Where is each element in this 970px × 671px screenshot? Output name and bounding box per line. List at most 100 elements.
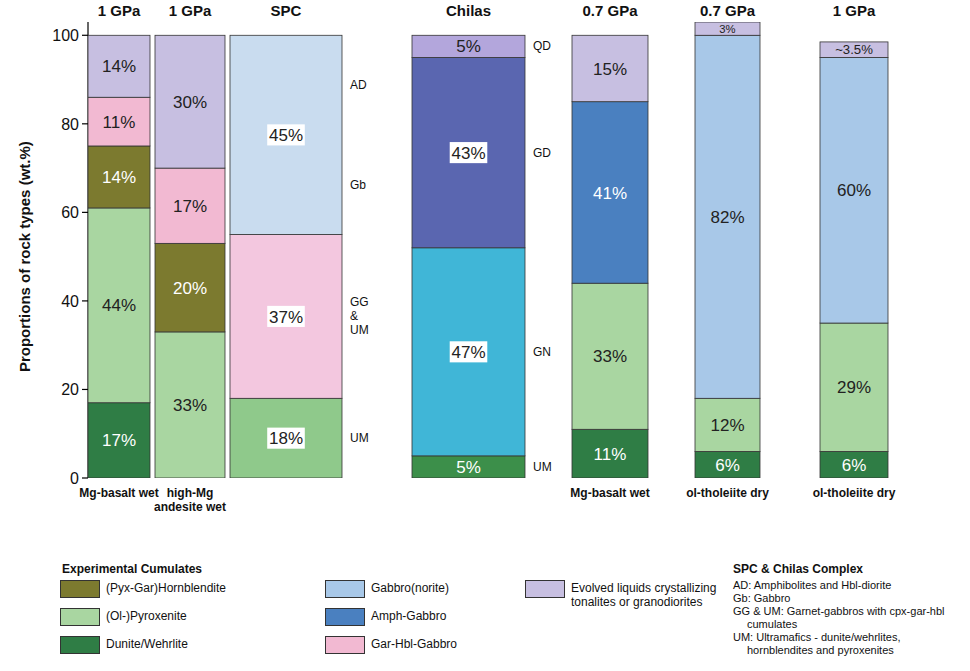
labels: 1 GPa17%44%14%11%14%1 GPa33%20%17%30%SPC… bbox=[98, 2, 876, 477]
bar-segment bbox=[412, 57, 525, 247]
label-patch bbox=[450, 142, 488, 163]
unit-code-line: UM bbox=[350, 323, 369, 337]
data-label: 6% bbox=[842, 456, 867, 475]
legend-label: Amph-Gabbro bbox=[371, 609, 551, 623]
column-title: 0.7 GPa bbox=[582, 2, 638, 19]
legend-title: Experimental Cumulates bbox=[62, 562, 202, 576]
data-label: 11% bbox=[594, 445, 627, 464]
legend-label: (Ol-)Pyroxenite bbox=[106, 609, 286, 623]
unit-code: GG&UM bbox=[350, 295, 369, 337]
y-tick bbox=[82, 300, 88, 301]
bar-segment bbox=[695, 451, 760, 478]
y-tick-label: 60 bbox=[61, 204, 79, 221]
bar-segment bbox=[412, 35, 525, 57]
y-tick bbox=[82, 389, 88, 390]
bar-segment bbox=[155, 243, 225, 332]
unit-code-line: GG bbox=[350, 295, 369, 309]
bar-segment bbox=[155, 168, 225, 243]
data-label: 82% bbox=[710, 208, 744, 227]
legend-label: Evolved liquids crystallizing tonalites … bbox=[571, 581, 721, 609]
data-label: 11% bbox=[103, 113, 136, 132]
data-label: 17% bbox=[173, 197, 207, 216]
data-label: 37% bbox=[269, 308, 303, 327]
bar-segment bbox=[572, 102, 648, 284]
unit-code: UM bbox=[533, 460, 552, 474]
y-tick-label: 20 bbox=[61, 381, 79, 398]
bar-segment bbox=[88, 208, 150, 403]
bar-segment bbox=[572, 429, 648, 478]
column-title: 0.7 GPa bbox=[700, 2, 756, 19]
data-label: 6% bbox=[715, 456, 740, 475]
unit-code: Gb bbox=[350, 178, 366, 192]
column-label: high-Mg andesite wet bbox=[145, 486, 235, 514]
column-label: ol-tholeiite dry bbox=[683, 486, 773, 500]
column-title: Chilas bbox=[446, 2, 491, 19]
label-patch bbox=[267, 306, 305, 327]
data-label: 14% bbox=[102, 57, 136, 76]
legend-note: GG & UM: Garnet-gabbros with cpx-gar-hbl… bbox=[733, 605, 965, 631]
y-tick-label: 0 bbox=[70, 470, 79, 487]
y-tick bbox=[82, 35, 88, 36]
y-tick-label: 40 bbox=[61, 293, 79, 310]
legend-title: SPC & Chilas Complex bbox=[733, 562, 863, 576]
bar-segment bbox=[88, 97, 150, 146]
unit-code-line: AD bbox=[350, 78, 367, 92]
y-tick-label: 100 bbox=[52, 27, 79, 44]
data-label: 5% bbox=[456, 37, 481, 56]
unit-code: QD bbox=[533, 39, 551, 53]
legend-swatch bbox=[325, 636, 365, 654]
bar-segment bbox=[230, 35, 342, 234]
data-label: 60% bbox=[837, 181, 871, 200]
data-label: 5% bbox=[456, 458, 481, 477]
bar-segment bbox=[230, 235, 342, 399]
data-label: 3% bbox=[719, 23, 735, 35]
data-label: 33% bbox=[173, 396, 207, 415]
y-tick-label: 80 bbox=[61, 116, 79, 133]
y-axis-title: Proportions of rock types (wt.%) bbox=[16, 141, 33, 372]
legend-label: Dunite/Wehrlite bbox=[106, 637, 286, 651]
legend-note: AD: Amphibolites and Hbl-diorite bbox=[733, 579, 965, 592]
legend-note: UM: Ultramafics - dunite/wehrlites, horn… bbox=[733, 631, 965, 657]
data-label: 33% bbox=[593, 347, 627, 366]
data-label: 18% bbox=[269, 429, 303, 448]
data-label: 29% bbox=[837, 378, 871, 397]
bar-segment bbox=[820, 57, 888, 323]
data-label: 14% bbox=[102, 168, 136, 187]
unit-code-line: & bbox=[350, 309, 358, 323]
legend-label: (Pyx-Gar)Hornblendite bbox=[106, 581, 286, 595]
unit-code: GN bbox=[533, 345, 551, 359]
legend-swatch bbox=[525, 580, 565, 598]
y-tick bbox=[82, 477, 88, 478]
legend-swatch bbox=[60, 636, 100, 654]
bar-segment bbox=[820, 42, 888, 57]
bar-segment bbox=[88, 146, 150, 208]
bar-segment bbox=[155, 332, 225, 478]
bars bbox=[88, 22, 888, 478]
bar-segment bbox=[88, 35, 150, 97]
data-label: 45% bbox=[269, 126, 303, 145]
legend-label: Gar-Hbl-Gabbro bbox=[371, 637, 551, 651]
bar-segment bbox=[820, 323, 888, 451]
unit-code: AD bbox=[350, 78, 367, 92]
legend-swatch bbox=[60, 608, 100, 626]
column-title: 1 GPa bbox=[169, 2, 212, 19]
y-tick bbox=[82, 123, 88, 124]
label-patch bbox=[450, 341, 488, 362]
data-label: 41% bbox=[593, 184, 627, 203]
column-title: 1 GPa bbox=[98, 2, 141, 19]
legend-label: Gabbro(norite) bbox=[371, 581, 551, 595]
data-label: 44% bbox=[102, 296, 136, 315]
bar-segment bbox=[155, 35, 225, 168]
legend-swatch bbox=[325, 608, 365, 626]
unit-code-line: UM bbox=[533, 460, 552, 474]
column-label: Mg-basalt wet bbox=[562, 486, 658, 500]
column-title: SPC bbox=[271, 2, 302, 19]
data-label: 47% bbox=[451, 343, 485, 362]
unit-code-line: QD bbox=[533, 39, 551, 53]
legend-note: Gb: Gabbro bbox=[733, 592, 965, 605]
data-label: 15% bbox=[593, 60, 627, 79]
bar-segment bbox=[695, 35, 760, 398]
bar-segment bbox=[412, 456, 525, 478]
bar-segment bbox=[230, 398, 342, 478]
data-label: 17% bbox=[102, 431, 136, 450]
